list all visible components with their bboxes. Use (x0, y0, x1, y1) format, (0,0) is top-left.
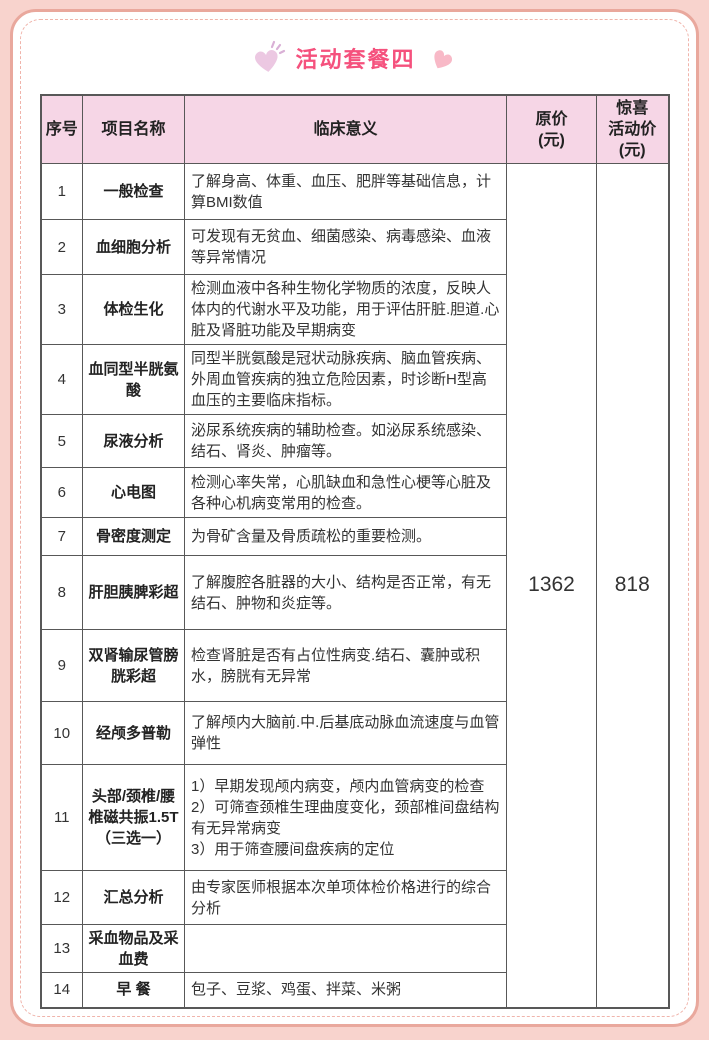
original-price-value: 1362 (506, 163, 597, 1008)
page-title: 活动套餐四 (295, 47, 416, 72)
cell-item-name: 汇总分析 (82, 870, 185, 925)
cell-clinical-significance: 检查肾脏是否有占位性病变.结石、囊肿或积水，膀胱有无异常 (184, 629, 507, 702)
cell-no: 8 (40, 555, 83, 630)
cell-no: 5 (40, 414, 83, 468)
cell-clinical-significance: 包子、豆浆、鸡蛋、拌菜、米粥 (184, 972, 507, 1008)
cell-clinical-significance (184, 924, 507, 973)
package-table: 序号 项目名称 临床意义 原价 (元) 惊喜 活动价 (元) 1 一般检查 了解身高… (39, 94, 670, 1009)
table-row: 3 体检生化 检测血液中各种生物化学物质的浓度，反映人体内的代谢水平及功能，用于评估… (40, 274, 669, 345)
cell-clinical-significance: 检测血液中各种生物化学物质的浓度，反映人体内的代谢水平及功能，用于评估肝脏.胆道… (184, 274, 507, 345)
cell-clinical-significance: 同型半胱氨酸是冠状动脉疾病、脑血管疾病、外周血管疾病的独立危险因素，时诊断H型高… (184, 344, 507, 415)
cell-no: 14 (40, 972, 83, 1008)
col-header-no: 序号 (40, 94, 83, 164)
table-row: 10 经颅多普勒 了解颅内大脑前.中.后基底动脉血流速度与血管弹性 (40, 701, 669, 765)
cell-item-name: 血细胞分析 (82, 219, 185, 275)
cell-clinical-significance: 了解颅内大脑前.中.后基底动脉血流速度与血管弹性 (184, 701, 507, 765)
cell-clinical-significance: 为骨矿含量及骨质疏松的重要检测。 (184, 517, 507, 556)
col-header-original-price: 原价 (元) (506, 94, 597, 164)
cell-no: 2 (40, 219, 83, 275)
cell-clinical-significance: 了解腹腔各脏器的大小、结构是否正常，有无结石、肿物和炎症等。 (184, 555, 507, 630)
cell-clinical-significance: 泌尿系统疾病的辅助检查。如泌尿系统感染、结石、肾炎、肿瘤等。 (184, 414, 507, 468)
cell-item-name: 采血物品及采血费 (82, 924, 185, 973)
cell-no: 12 (40, 870, 83, 925)
cell-item-name: 体检生化 (82, 274, 185, 345)
cell-item-name: 肝胆胰脾彩超 (82, 555, 185, 630)
table-row: 9 双肾输尿管膀胱彩超 检查肾脏是否有占位性病变.结石、囊肿或积水，膀胱有无异常 (40, 629, 669, 702)
cell-no: 13 (40, 924, 83, 973)
col-header-significance: 临床意义 (184, 94, 507, 164)
title-bar: 活动套餐四 (13, 38, 696, 78)
card-frame: 活动套餐四 序号 项目名称 临床意义 原价 (元) 惊喜 活动价 (元) (10, 9, 699, 1027)
table-row: 7 骨密度测定 为骨矿含量及骨质疏松的重要检测。 (40, 517, 669, 556)
cell-no: 11 (40, 764, 83, 871)
cell-item-name: 骨密度测定 (82, 517, 185, 556)
cell-item-name: 血同型半胱氨酸 (82, 344, 185, 415)
cell-clinical-significance: 检测心率失常，心肌缺血和急性心梗等心脏及各种心机病变常用的检查。 (184, 467, 507, 518)
header-row: 序号 项目名称 临床意义 原价 (元) 惊喜 活动价 (元) (40, 94, 669, 164)
cell-item-name: 一般检查 (82, 163, 185, 220)
cell-item-name: 早 餐 (82, 972, 185, 1008)
cell-no: 9 (40, 629, 83, 702)
table-header: 序号 项目名称 临床意义 原价 (元) 惊喜 活动价 (元) (40, 94, 669, 164)
activity-price-value: 818 (596, 163, 669, 1008)
table-row: 5 尿液分析 泌尿系统疾病的辅助检查。如泌尿系统感染、结石、肾炎、肿瘤等。 (40, 414, 669, 468)
cell-no: 10 (40, 701, 83, 765)
table-row: 12 汇总分析 由专家医师根据本次单项体检价格进行的综合分析 (40, 870, 669, 925)
table-row: 13 采血物品及采血费 (40, 924, 669, 973)
cell-no: 6 (40, 467, 83, 518)
table-body: 1 一般检查 了解身高、体重、血压、肥胖等基础信息，计算BMI数值 1362 818 2 血… (40, 163, 669, 1008)
cell-item-name: 心电图 (82, 467, 185, 518)
cell-item-name: 头部/颈椎/腰椎磁共振1.5T（三选一） (82, 764, 185, 871)
col-header-activity-price: 惊喜 活动价 (元) (596, 94, 669, 164)
table-row: 6 心电图 检测心率失常，心肌缺血和急性心梗等心脏及各种心机病变常用的检查。 (40, 467, 669, 518)
cell-no: 4 (40, 344, 83, 415)
sparkle-heart-icon (250, 40, 286, 76)
heart-icon (425, 41, 459, 75)
table-row: 4 血同型半胱氨酸 同型半胱氨酸是冠状动脉疾病、脑血管疾病、外周血管疾病的独立危险因… (40, 344, 669, 415)
cell-item-name: 双肾输尿管膀胱彩超 (82, 629, 185, 702)
cell-item-name: 经颅多普勒 (82, 701, 185, 765)
cell-no: 1 (40, 163, 83, 220)
table-row: 14 早 餐包子、豆浆、鸡蛋、拌菜、米粥 (40, 972, 669, 1008)
cell-no: 3 (40, 274, 83, 345)
table-row: 8 肝胆胰脾彩超 了解腹腔各脏器的大小、结构是否正常，有无结石、肿物和炎症等。 (40, 555, 669, 630)
cell-no: 7 (40, 517, 83, 556)
cell-clinical-significance: 可发现有无贫血、细菌感染、病毒感染、血液等异常情况 (184, 219, 507, 275)
cell-clinical-significance: 由专家医师根据本次单项体检价格进行的综合分析 (184, 870, 507, 925)
cell-clinical-significance: 了解身高、体重、血压、肥胖等基础信息，计算BMI数值 (184, 163, 507, 220)
col-header-name: 项目名称 (82, 94, 185, 164)
cell-item-name: 尿液分析 (82, 414, 185, 468)
table-row: 1 一般检查 了解身高、体重、血压、肥胖等基础信息，计算BMI数值 1362 818 (40, 163, 669, 1008)
cell-clinical-significance: 1）早期发现颅内病变，颅内血管病变的检查 2）可筛查颈椎生理曲度变化，颈部椎间盘… (184, 764, 507, 871)
table-row: 2 血细胞分析 可发现有无贫血、细菌感染、病毒感染、血液等异常情况 (40, 219, 669, 275)
